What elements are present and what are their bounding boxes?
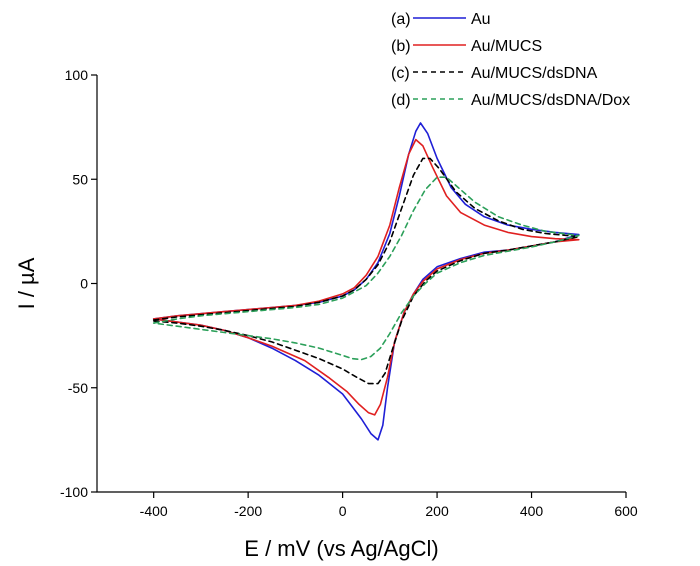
y-tick-label: 0: [80, 276, 88, 292]
legend-label: Au/MUCS/dsDNA: [471, 65, 598, 82]
x-axis-ticks: -400 -200 0 200 400 600: [140, 492, 638, 519]
series-line-au-mucs: [152, 138, 580, 416]
series-line-au: [152, 122, 580, 441]
series-line-au-mucs-dsdna: [152, 157, 580, 385]
x-tick-label: 200: [425, 503, 449, 519]
x-tick-label: -400: [140, 503, 168, 519]
legend-tag: (c): [391, 65, 410, 82]
legend-tag: (d): [391, 92, 411, 109]
legend-label: Au: [471, 11, 491, 28]
plot-series: [152, 122, 580, 441]
x-tick-label: 400: [520, 503, 544, 519]
y-axis-title: I / µA: [14, 257, 39, 309]
x-tick-label: 0: [339, 503, 347, 519]
x-axis-title: E / mV (vs Ag/AgCl): [244, 536, 438, 561]
y-tick-label: -100: [60, 484, 88, 500]
y-tick-label: 100: [65, 67, 89, 83]
chart-legend: (a) Au (b) Au/MUCS (c) Au/MUCS/dsDNA (d) Au/MUC…: [391, 11, 630, 109]
y-tick-label: -50: [68, 380, 88, 396]
legend-tag: (b): [391, 38, 411, 55]
legend-tag: (a): [391, 11, 411, 28]
x-tick-label: 600: [614, 503, 638, 519]
y-tick-label: 50: [72, 171, 88, 187]
legend-label: Au/MUCS/dsDNA/Dox: [471, 92, 630, 109]
legend-label: Au/MUCS: [471, 38, 542, 55]
x-tick-label: -200: [234, 503, 262, 519]
y-axis-ticks: -100 -50 0 50 100: [60, 67, 97, 500]
series-line-au-mucs-dsdna-dox: [152, 176, 580, 361]
